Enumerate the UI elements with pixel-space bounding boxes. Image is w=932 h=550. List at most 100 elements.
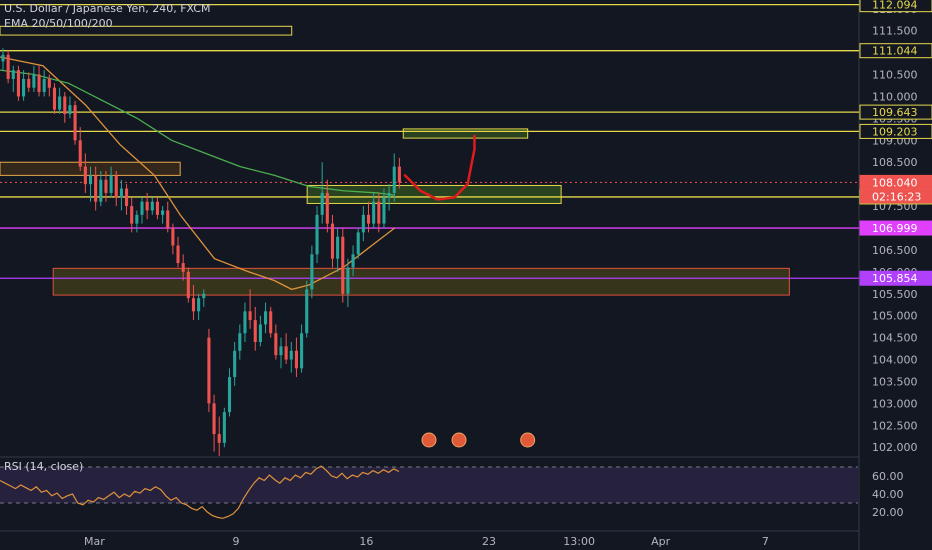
- candle-body: [161, 210, 165, 215]
- candle-body: [37, 74, 41, 93]
- event-marker-icon: [451, 432, 467, 448]
- candle-body: [88, 175, 93, 185]
- price-level-tag: [859, 104, 932, 120]
- symbol-title: U.S. Dollar / Japanese Yen, 240, FXCM: [4, 2, 211, 15]
- candle-body: [94, 175, 98, 202]
- candle-body: [222, 412, 226, 443]
- time-tick-label: 7: [762, 535, 769, 548]
- price-level-label: 108.040: [872, 176, 918, 189]
- price-tick-label: 110.000: [872, 90, 918, 103]
- price-tick-label: 103.500: [872, 375, 918, 388]
- candle-body: [130, 206, 134, 224]
- price-tick-label: 104.000: [872, 354, 918, 367]
- candle-body: [361, 214, 365, 233]
- candle-body: [346, 267, 350, 294]
- candle-body: [392, 166, 396, 193]
- candle-body: [1, 54, 5, 62]
- price-tick-label: 102.500: [872, 419, 918, 432]
- rsi-tick-label: 60.00: [872, 470, 904, 483]
- rsi-band-fill: [0, 467, 858, 503]
- candle-body: [6, 54, 10, 79]
- candle-body: [305, 289, 309, 334]
- candle-body: [253, 320, 257, 342]
- price-tick-label: 102.000: [872, 441, 918, 454]
- candle-body: [191, 298, 196, 312]
- candle-body: [264, 311, 268, 325]
- candle-body: [243, 311, 247, 334]
- candle-body: [387, 192, 391, 198]
- candle-body: [63, 96, 67, 114]
- candle-body: [284, 346, 288, 360]
- candle-body: [310, 254, 314, 290]
- candle-body: [32, 74, 36, 88]
- candle-body: [145, 201, 149, 211]
- rsi-label: RSI (14, close): [4, 460, 84, 473]
- candle-body: [289, 350, 293, 360]
- zone-rect: [306, 184, 562, 204]
- candle-body: [47, 78, 51, 88]
- candle-body: [181, 263, 185, 272]
- candle-body: [125, 188, 129, 207]
- candle-body: [397, 166, 401, 183]
- candle-body: [68, 105, 72, 114]
- time-tick-label: 13:00: [563, 535, 595, 548]
- candle-body: [166, 210, 170, 228]
- candle-body: [58, 96, 62, 110]
- time-tick-label: Apr: [651, 535, 671, 548]
- candle-body: [320, 192, 324, 215]
- price-level-tag: [859, 0, 932, 13]
- candle-body: [140, 201, 144, 215]
- price-level-label: 105.854: [872, 272, 918, 285]
- price-level-tag: [859, 43, 932, 59]
- candle-body: [104, 179, 108, 193]
- price-level-label: 106.999: [872, 222, 918, 235]
- candle-body: [294, 350, 298, 369]
- candle-body: [119, 188, 123, 198]
- candle-body: [279, 346, 283, 356]
- candle-body: [52, 87, 57, 110]
- candle-body: [155, 201, 159, 215]
- candle-body: [351, 254, 355, 268]
- candle-body: [212, 403, 216, 435]
- candle-body: [238, 333, 242, 351]
- candle-body: [248, 311, 252, 321]
- rsi-tick-label: 40.00: [872, 488, 904, 501]
- price-tick-label: 111.500: [872, 25, 918, 38]
- projection-curve: [403, 134, 476, 201]
- ema-line: [0, 69, 395, 196]
- candle-body: [22, 78, 26, 97]
- zone-rect: [0, 25, 293, 36]
- event-marker-icon: [520, 432, 536, 448]
- candle-body: [382, 197, 386, 224]
- zone-rect: [52, 267, 790, 296]
- candle-body: [258, 324, 262, 342]
- time-tick-label: 23: [482, 535, 496, 548]
- price-level-label: 112.094: [872, 0, 918, 12]
- price-level-label: 109.643: [872, 106, 918, 119]
- candle-body: [202, 293, 206, 299]
- price-tick-label: 110.500: [872, 69, 918, 82]
- candle-body: [366, 214, 371, 224]
- price-tick-label: 105.000: [872, 310, 918, 323]
- candle-body: [176, 245, 180, 264]
- candle-body: [300, 333, 304, 369]
- price-level-tag: [859, 123, 932, 139]
- countdown-tag: [860, 189, 932, 204]
- price-tick-label: 103.000: [872, 397, 918, 410]
- price-level-tag: [859, 270, 932, 286]
- candle-body: [330, 223, 335, 259]
- candle-body: [233, 350, 237, 378]
- rsi-tick-label: 20.00: [872, 506, 904, 519]
- price-tick-label: 108.500: [872, 156, 918, 169]
- candle-body: [341, 236, 345, 294]
- rsi-line: [0, 465, 400, 519]
- candle-body: [27, 78, 31, 88]
- candle-body: [42, 78, 46, 93]
- candle-body: [135, 214, 139, 224]
- candle-body: [377, 201, 381, 224]
- candle-body: [274, 333, 278, 356]
- zone-rect: [402, 128, 529, 139]
- time-tick-label: Mar: [84, 535, 105, 548]
